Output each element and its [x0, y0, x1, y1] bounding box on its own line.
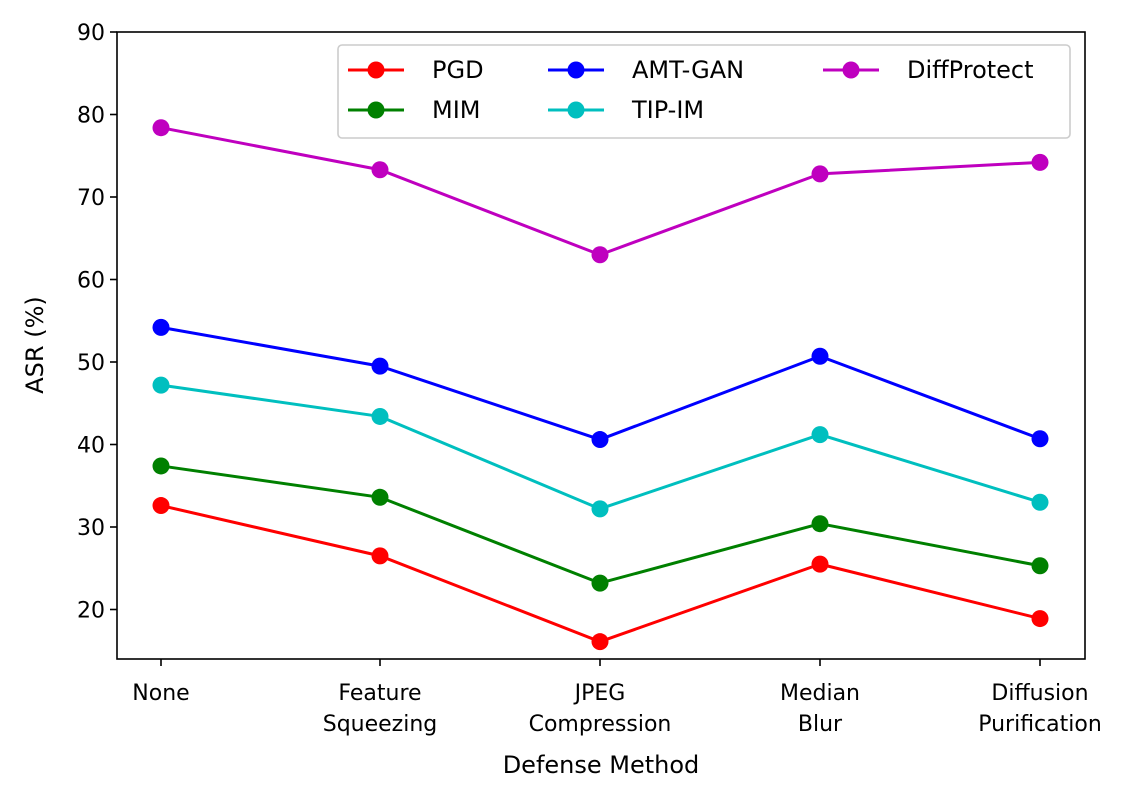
legend-label: AMT-GAN [632, 56, 744, 84]
data-point [591, 431, 609, 449]
data-point [1031, 493, 1049, 511]
data-point [152, 457, 170, 475]
data-point [811, 555, 829, 573]
data-point [811, 347, 829, 365]
series-amt-gan [152, 318, 1049, 449]
x-tick-label: Purification [978, 712, 1102, 737]
legend-marker [567, 61, 585, 79]
legend-label: TIP-IM [631, 96, 704, 124]
data-point [591, 246, 609, 264]
data-point [371, 161, 389, 179]
legend-item: TIP-IM [548, 96, 704, 124]
y-tick-label: 80 [77, 104, 105, 129]
y-tick-label: 40 [77, 434, 105, 459]
x-tick-label: Diffusion [991, 681, 1088, 706]
legend-marker [567, 101, 585, 119]
series-line [160, 126, 1041, 257]
data-point [811, 515, 829, 533]
y-tick-label: 70 [77, 186, 105, 211]
legend-item: DiffProtect [823, 56, 1034, 84]
series-tip-im [152, 376, 1049, 518]
x-tick-label: Blur [798, 712, 843, 737]
series-diffprotect [152, 119, 1049, 264]
y-axis-title: ASR (%) [21, 296, 49, 394]
x-axis: None Feature Squeezing JPEG Compression Media… [132, 659, 1102, 737]
legend-item: PGD [348, 56, 484, 84]
x-tick-label: Feature [338, 681, 421, 706]
series-line [160, 325, 1041, 442]
data-point [371, 357, 389, 375]
y-tick-label: 90 [77, 21, 105, 46]
data-point [152, 497, 170, 515]
y-axis: 20 30 40 50 60 70 80 90 [77, 21, 117, 624]
legend: PGD MIM AMT-GAN TIP-IM DiffProtect [337, 44, 1071, 139]
y-tick-label: 20 [77, 599, 105, 624]
series-layer [152, 119, 1049, 651]
x-tick-label: Squeezing [323, 712, 438, 737]
y-tick-label: 60 [77, 269, 105, 294]
legend-frame [337, 44, 1071, 139]
y-tick-label: 30 [77, 516, 105, 541]
data-point [1031, 557, 1049, 575]
data-point [811, 165, 829, 183]
data-point [371, 547, 389, 565]
legend-item: AMT-GAN [548, 56, 744, 84]
legend-item: MIM [348, 96, 481, 124]
x-axis-title: Defense Method [503, 751, 700, 779]
series-line [160, 504, 1041, 644]
data-point [591, 633, 609, 651]
data-point [591, 574, 609, 592]
data-point [371, 407, 389, 425]
legend-label: MIM [432, 96, 481, 124]
data-point [152, 376, 170, 394]
series-pgd [152, 497, 1049, 651]
data-point [371, 488, 389, 506]
data-point [811, 426, 829, 444]
data-point [1031, 430, 1049, 448]
data-point [1031, 610, 1049, 628]
data-point [591, 500, 609, 518]
series-line [160, 464, 1041, 585]
series-mim [152, 457, 1049, 592]
legend-marker [842, 61, 860, 79]
legend-label: PGD [432, 56, 484, 84]
legend-marker [367, 101, 385, 119]
y-tick-label: 50 [77, 351, 105, 376]
data-point [152, 119, 170, 137]
plot-frame [116, 31, 1086, 660]
data-point [152, 318, 170, 336]
x-tick-label: JPEG [573, 681, 626, 706]
x-tick-label: None [132, 681, 189, 706]
x-tick-label: Compression [529, 712, 672, 737]
legend-label: DiffProtect [907, 56, 1034, 84]
legend-marker [367, 61, 385, 79]
x-tick-label: Median [780, 681, 860, 706]
data-point [1031, 153, 1049, 171]
